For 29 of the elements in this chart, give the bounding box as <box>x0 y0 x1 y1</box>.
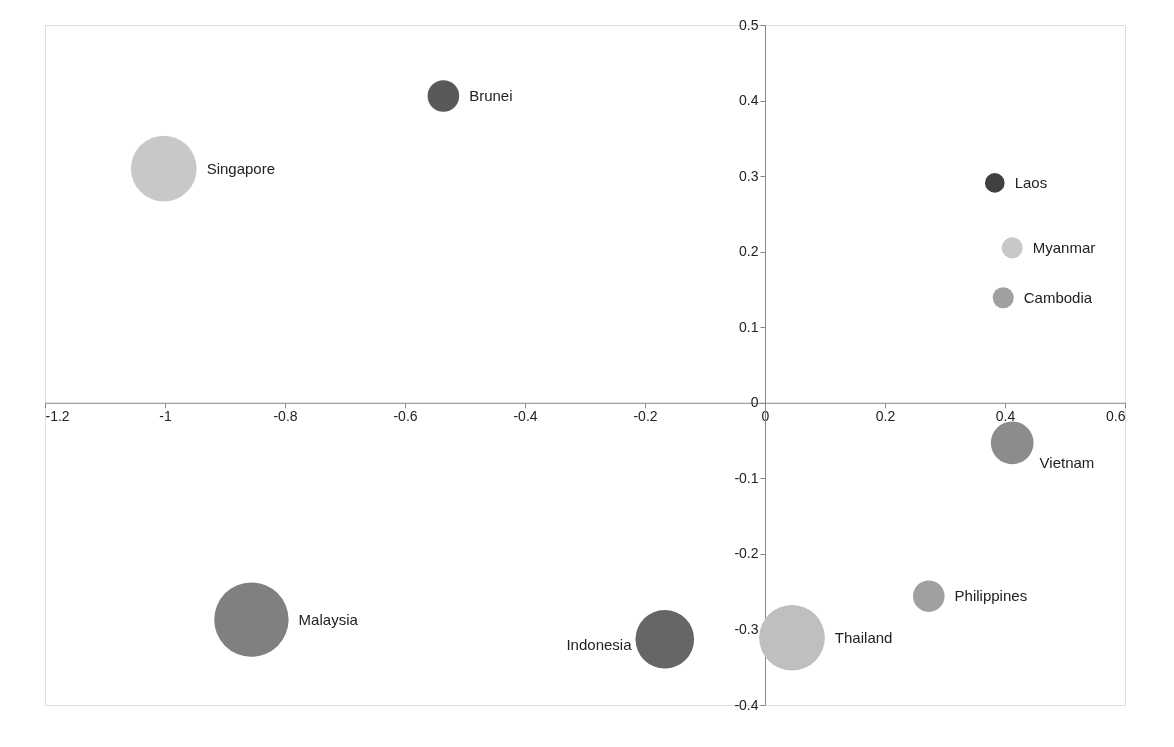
x-tick-label: 0.2 <box>875 408 896 425</box>
x-tick-label: -0.4 <box>513 408 538 425</box>
series-label: Myanmar <box>1032 238 1096 256</box>
series-label: Philippines <box>954 587 1028 605</box>
series-label: Vietnam <box>1039 453 1095 471</box>
x-tick-label: -1 <box>159 408 172 425</box>
x-tick-label: -0.8 <box>273 408 298 425</box>
series-label: Laos <box>1014 173 1048 191</box>
y-tick-label: -0.2 <box>734 545 759 562</box>
series-label: Indonesia <box>566 636 633 654</box>
series-label: Malaysia <box>298 610 359 628</box>
y-tick-label: 0.3 <box>739 167 759 184</box>
y-tick-label: -0.1 <box>734 469 759 486</box>
y-tick-label: 0.2 <box>739 243 759 260</box>
x-tick-label: 0.4 <box>995 408 1016 425</box>
x-tick-label: -0.2 <box>633 408 658 425</box>
x-tick-label: -0.6 <box>393 408 418 425</box>
series-label: Singapore <box>206 159 276 177</box>
y-tick-label: 0.4 <box>739 92 759 109</box>
y-tick-label: 0.5 <box>739 16 759 33</box>
x-tick-label: 0.6 <box>1106 408 1126 425</box>
y-tick-label: 0 <box>750 394 759 411</box>
series-label: Cambodia <box>1023 288 1093 306</box>
x-tick-label: -1.2 <box>45 408 70 425</box>
y-tick-label: -0.4 <box>734 696 759 713</box>
y-tick-label: -0.3 <box>734 620 759 637</box>
series-label: Thailand <box>834 628 893 646</box>
y-tick-label: 0.1 <box>739 318 759 335</box>
series-label: Brunei <box>469 87 513 105</box>
